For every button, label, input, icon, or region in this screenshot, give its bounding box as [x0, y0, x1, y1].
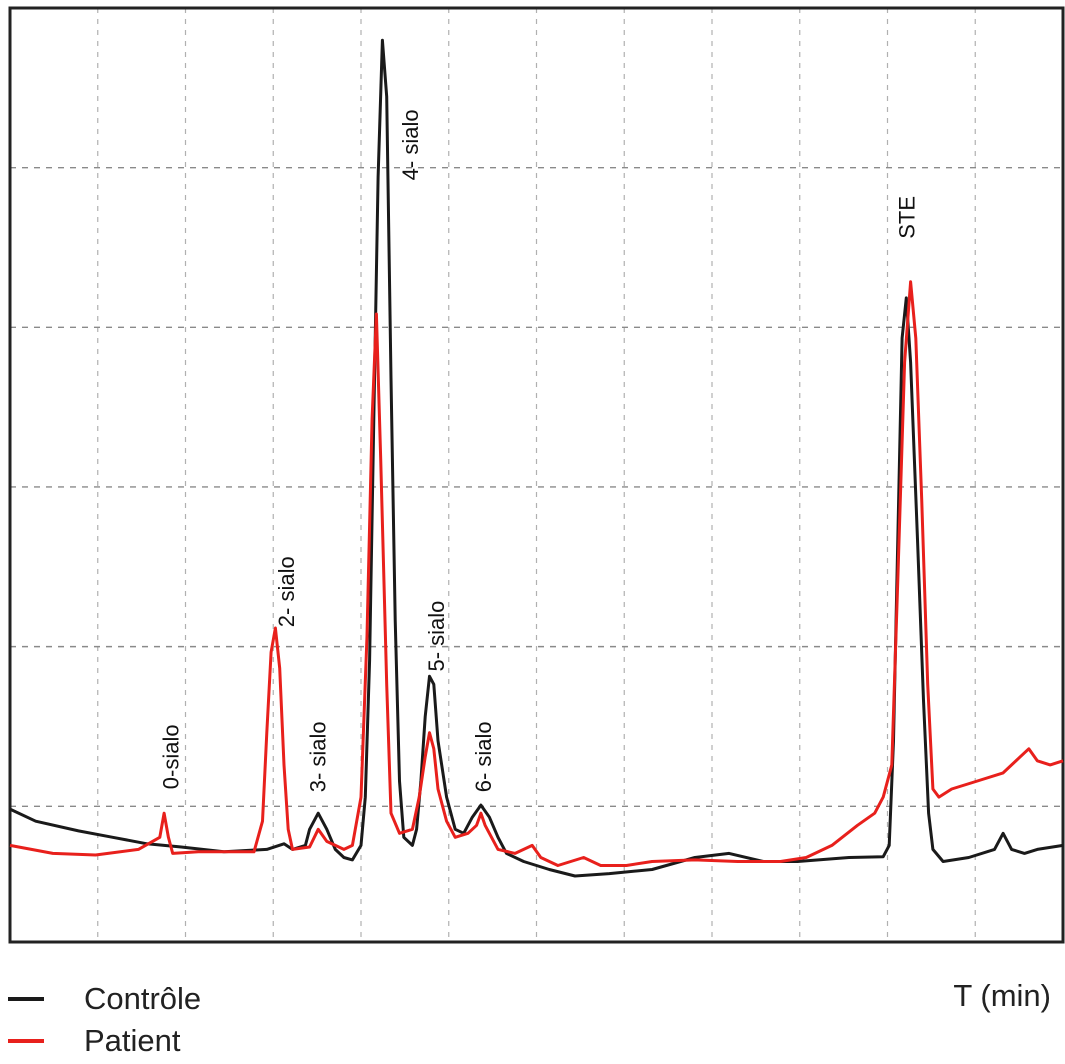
legend-label-patient: Patient: [84, 1023, 181, 1058]
peak-label: 4- sialo: [398, 109, 423, 180]
x-axis-label: T (min): [953, 978, 1051, 1013]
legend-item-controle: Contrôle: [8, 978, 201, 1020]
series-line-controle: [9, 38, 1064, 878]
series-layer: [9, 38, 1064, 878]
legend-label-controle: Contrôle: [84, 981, 202, 1016]
peak-label: STE: [895, 196, 920, 239]
peak-label: 0-sialo: [158, 724, 183, 789]
plot-frame: [8, 6, 1065, 944]
peak-label: 5- sialo: [424, 601, 449, 672]
legend-swatch-controle: [8, 997, 44, 1001]
peak-label: 2- sialo: [274, 556, 299, 627]
legend-item-patient: Patient: [8, 1020, 201, 1062]
series-line-patient: [9, 280, 1064, 867]
grid: [10, 8, 1063, 942]
legend-swatch-patient: [8, 1039, 44, 1043]
peak-label: 6- sialo: [471, 721, 496, 792]
peak-labels: 0-sialo 2- sialo 3- sialo 4- sialo 5- sialo 6…: [158, 109, 919, 792]
legend: Contrôle Patient: [8, 978, 201, 1062]
peak-label: 3- sialo: [306, 721, 331, 792]
